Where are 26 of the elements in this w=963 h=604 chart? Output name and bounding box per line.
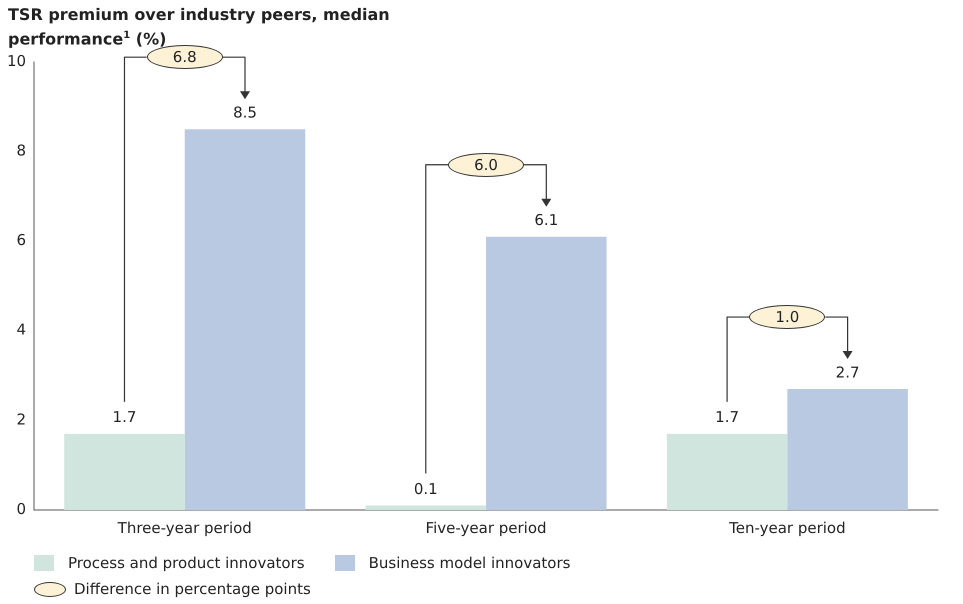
data-label: 1.7 [112, 408, 136, 426]
x-tick-label: Five-year period [426, 518, 547, 537]
bar [64, 434, 185, 510]
legend-label: Business model innovators [368, 554, 570, 572]
text: Difference in percentage points [74, 580, 311, 598]
data-label: 6.1 [534, 211, 558, 230]
bar [666, 434, 788, 510]
bar [366, 506, 486, 510]
bar [787, 389, 908, 510]
x-tick-label: Three-year period [116, 518, 252, 537]
data-label: 8.5 [233, 104, 257, 122]
x-tick-label: Ten-year period [728, 518, 846, 537]
y-tick-label: 6 [16, 231, 26, 250]
data-label: 2.7 [836, 363, 860, 382]
y-tick-label: 10 [6, 52, 26, 70]
oval-callout: 1.0 [749, 305, 826, 330]
legend-label: Process and product innovators [68, 554, 305, 572]
oval-callout: 6.0 [448, 152, 524, 177]
y-tick-label: 4 [16, 320, 26, 339]
y-tick-label: 2 [16, 410, 26, 428]
bar [486, 236, 607, 510]
y-tick-label: 8 [16, 141, 26, 160]
bar [184, 129, 306, 510]
data-label: 0.1 [414, 480, 438, 498]
y-tick-label: 0 [16, 500, 26, 518]
data-label: 1.7 [715, 408, 740, 426]
